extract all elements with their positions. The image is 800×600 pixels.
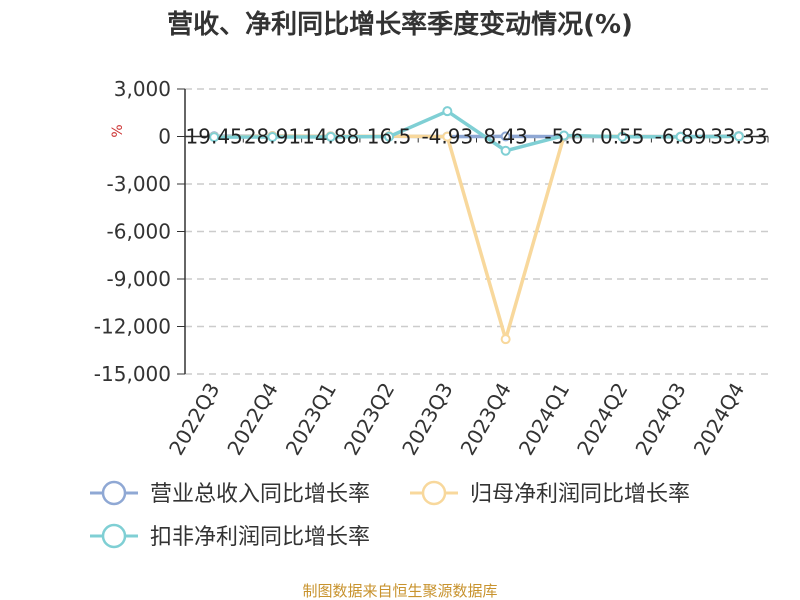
data-point xyxy=(384,131,395,142)
x-tick-label: 2023Q1 xyxy=(281,379,341,460)
y-axis: 3,000 0 -3,000 -6,000 -9,000 -12,000 -15,000 xyxy=(94,77,186,386)
data-point xyxy=(558,130,569,141)
data-point xyxy=(442,131,453,142)
data-label: -6.89 xyxy=(655,125,707,149)
x-tick-label: 2024Q2 xyxy=(572,379,632,460)
data-point xyxy=(617,131,628,142)
y-tick-label: 3,000 xyxy=(114,77,171,101)
source-note: 制图数据来自恒生聚源数据库 xyxy=(302,582,497,600)
data-point xyxy=(500,131,511,142)
x-tick-label: 2022Q3 xyxy=(164,379,224,460)
data-label: 19.45 xyxy=(186,125,243,149)
data-point xyxy=(442,106,453,117)
y-tick-label: -15,000 xyxy=(94,362,171,386)
x-axis: 2022Q32022Q42023Q12023Q22023Q32023Q42024… xyxy=(164,135,769,460)
x-tick-label: 2024Q1 xyxy=(514,379,574,460)
x-tick-label: 2023Q3 xyxy=(397,378,457,459)
data-point xyxy=(209,132,220,143)
series-line xyxy=(214,109,739,153)
x-tick-label: 2024Q4 xyxy=(689,379,749,460)
legend-label: 营业总收入同比增长率 xyxy=(150,482,370,507)
y-axis-unit: % xyxy=(110,124,126,137)
legend-item-3[interactable]: 扣非净利润同比增长率 xyxy=(90,523,370,550)
series-layer xyxy=(209,106,744,345)
y-tick-label: 0 xyxy=(158,125,171,149)
y-tick-label: -12,000 xyxy=(94,315,171,339)
data-point xyxy=(675,131,686,142)
data-label: -4.93 xyxy=(421,125,473,149)
data-label: 16.5 xyxy=(367,125,412,149)
legend-label: 归母净利润同比增长率 xyxy=(470,482,690,507)
grid-lines xyxy=(185,88,768,375)
x-tick-label: 2024Q3 xyxy=(630,379,690,460)
legend-item-2[interactable]: 归母净利润同比增长率 xyxy=(410,480,690,507)
series-line xyxy=(214,134,739,341)
legend-label: 扣非净利润同比增长率 xyxy=(150,525,370,550)
data-point xyxy=(267,131,278,142)
x-tick-label: 2022Q4 xyxy=(222,379,282,460)
data-label: -5.6 xyxy=(544,125,583,149)
data-label: 0.55 xyxy=(600,125,645,149)
data-point xyxy=(500,145,511,156)
legend-marker xyxy=(421,480,447,506)
legend-marker xyxy=(101,480,127,506)
data-label: 8.43 xyxy=(483,125,528,149)
data-labels: 19.45 28.91 14.88 16.5 -4.93 8.43 -5.6 0.55 -6.8… xyxy=(186,125,768,149)
series-2 xyxy=(209,131,744,345)
chart-title: 营收、净利同比增长率季度变动情况(%) xyxy=(167,9,633,40)
data-label: 33.33 xyxy=(710,125,767,149)
y-tick-label: -3,000 xyxy=(107,172,171,196)
series-3 xyxy=(209,106,744,156)
data-label: 28.91 xyxy=(244,125,301,149)
legend-marker xyxy=(101,523,127,549)
data-point xyxy=(325,131,336,142)
legend-item-1[interactable]: 营业总收入同比增长率 xyxy=(90,480,370,507)
data-point xyxy=(733,131,744,142)
data-point xyxy=(500,334,511,345)
x-tick-label: 2023Q2 xyxy=(339,379,399,460)
x-tick-label: 2023Q4 xyxy=(456,379,516,460)
y-tick-label: -6,000 xyxy=(107,220,171,244)
data-label: 14.88 xyxy=(302,125,359,149)
y-tick-label: -9,000 xyxy=(107,267,171,291)
